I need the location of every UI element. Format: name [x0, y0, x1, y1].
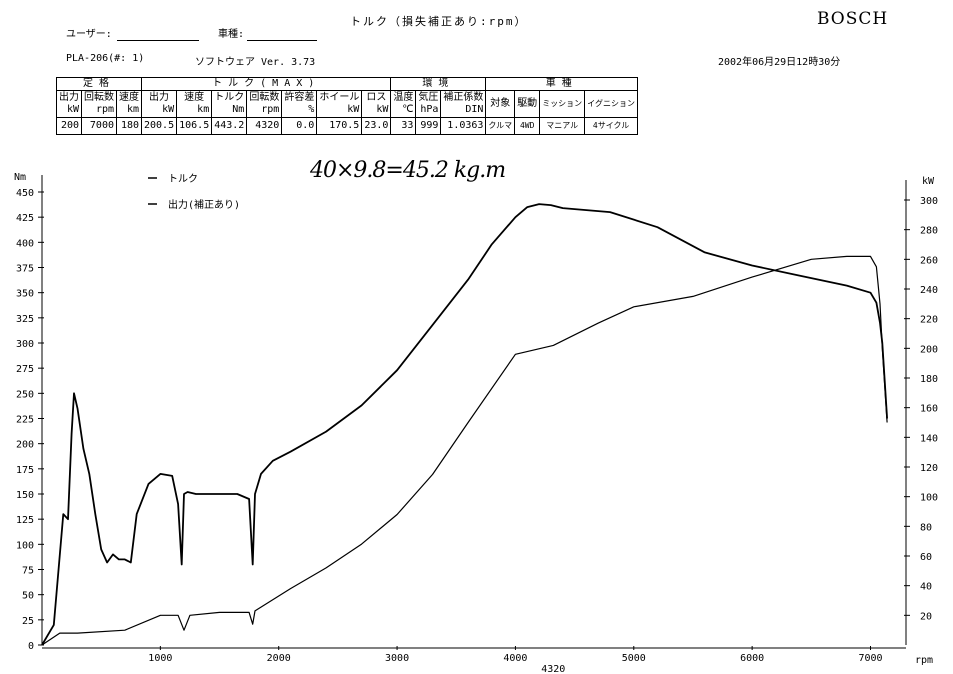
x-axis-unit: rpm	[915, 655, 933, 666]
chart-axes: Nm kW rpm	[14, 172, 935, 666]
left-tick-label: 100	[16, 540, 34, 551]
spec-label-3: 出力 kW	[140, 90, 178, 118]
x-tick-label: 6000	[740, 653, 764, 664]
spec-label-15: ミッション	[539, 90, 586, 118]
brand-logo: BOSCH	[817, 9, 889, 29]
x-marker-label: 4320	[541, 664, 565, 674]
left-tick-label: 425	[16, 213, 34, 224]
x-tick-label: 2000	[267, 653, 291, 664]
left-tick-label: 350	[16, 289, 34, 300]
spec-value-9: 23.0	[361, 117, 392, 135]
left-tick-label: 400	[16, 238, 34, 249]
vehicle-field-line	[247, 40, 317, 41]
x-tick-label: 3000	[385, 653, 409, 664]
torque-series-line	[41, 203, 888, 646]
right-tick-label: 240	[920, 285, 938, 296]
x-tick-label: 1000	[148, 653, 172, 664]
left-tick-label: 275	[16, 364, 34, 375]
left-tick-label: 200	[16, 440, 34, 451]
test-datetime: 2002年06月29日12時30分	[718, 57, 841, 68]
right-axis-unit: kW	[922, 176, 935, 187]
left-tick-label: 450	[16, 188, 34, 199]
vehicle-label: 車種:	[218, 29, 245, 40]
spec-value-16: 4サイクル	[584, 117, 639, 135]
left-axis-unit: Nm	[14, 172, 26, 183]
right-tick-label: 180	[920, 374, 938, 385]
left-tick-label: 175	[16, 465, 34, 476]
left-tick-label: 25	[22, 616, 34, 627]
left-tick-label: 225	[16, 415, 34, 426]
x-tick-label: 4000	[503, 653, 527, 664]
spec-value-2: 180	[116, 117, 142, 135]
power-series-line	[41, 255, 888, 646]
right-tick-label: 80	[920, 522, 932, 533]
right-tick-label: 220	[920, 315, 938, 326]
spec-label-12: 補正係数 DIN	[440, 90, 487, 118]
right-tick-label: 20	[920, 611, 932, 622]
left-tick-label: 300	[16, 339, 34, 350]
left-tick-label: 325	[16, 314, 34, 325]
handwritten-note: 40×9.8=45.2 kg.m	[310, 158, 506, 183]
left-tick-label: 0	[28, 641, 34, 652]
spec-value-14: 4WD	[514, 117, 541, 135]
spec-value-4: 106.5	[176, 117, 213, 135]
user-label: ユーザー:	[66, 29, 112, 40]
spec-value-12: 1.0363	[440, 117, 487, 135]
chart-ticks: 0 25 50 75 100 125 150 175 200 225 250 275 300 325 350…	[16, 188, 938, 674]
spec-value-13: クルマ	[485, 117, 516, 135]
spec-table: 定格 トルク(MAX) 環境 車種 出力 kW 回転数 rpm 速度 km 出力 kW 速度 km…	[56, 77, 639, 135]
spec-label-7: 許容差%	[281, 90, 318, 118]
x-tick-label: 5000	[622, 653, 646, 664]
legend-label-1: 出力(補正あり)	[168, 198, 240, 211]
right-tick-label: 120	[920, 463, 938, 474]
left-tick-label: 75	[22, 566, 34, 577]
left-tick-label: 125	[16, 515, 34, 526]
spec-value-11: 999	[415, 117, 442, 135]
chart-lines	[41, 203, 888, 646]
chart-title: トルク（損失補正あり:rpm）	[350, 15, 528, 28]
right-tick-label: 100	[920, 493, 938, 504]
right-tick-label: 300	[920, 196, 938, 207]
right-tick-label: 60	[920, 552, 932, 563]
right-tick-label: 40	[920, 582, 932, 593]
user-field-line	[117, 40, 199, 41]
spec-label-4: 速度 km	[176, 90, 213, 118]
spec-value-15: マニアル	[539, 117, 586, 135]
left-tick-label: 250	[16, 389, 34, 400]
spec-label-0: 出力 kW	[56, 90, 82, 118]
model-code: PLA-206(#: 1)	[66, 53, 145, 64]
spec-label-10: 温度 ℃	[390, 90, 417, 118]
right-tick-label: 160	[920, 404, 938, 415]
software-version: ソフトウェア Ver. 3.73	[195, 57, 316, 68]
left-tick-label: 50	[22, 591, 34, 602]
spec-label-14: 駆動	[514, 90, 541, 118]
right-tick-label: 200	[920, 344, 938, 355]
value-row: 200 7000 180 200.5 106.5 443.2 4320 0.0 170.5 23.…	[56, 117, 639, 135]
left-tick-label: 150	[16, 490, 34, 501]
spec-label-13: 対象	[485, 90, 516, 118]
legend-label-0: トルク	[168, 173, 198, 185]
right-tick-label: 260	[920, 255, 938, 266]
spec-value-5: 443.2	[211, 117, 248, 135]
left-tick-label: 375	[16, 264, 34, 275]
right-tick-label: 280	[920, 226, 938, 237]
label-row: 出力 kW 回転数 rpm 速度 km 出力 kW 速度 km トルク Nm 回転数 rpm 許容差% ホイー…	[56, 90, 639, 118]
x-tick-label: 7000	[858, 653, 882, 664]
spec-label-16: イグニション	[584, 90, 639, 118]
right-tick-label: 140	[920, 433, 938, 444]
